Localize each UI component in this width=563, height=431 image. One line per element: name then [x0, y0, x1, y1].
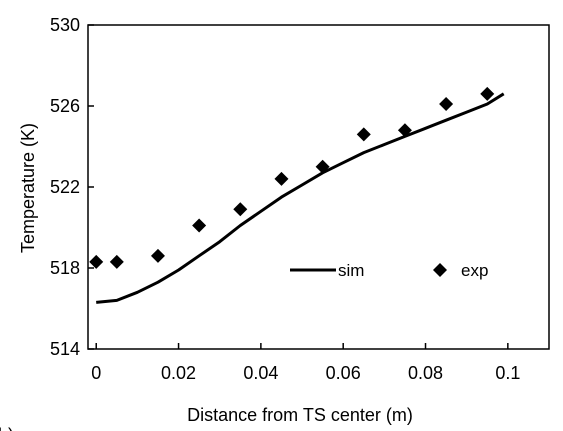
data-point-exp — [274, 172, 288, 186]
x-axis-title: Distance from TS center (m) — [187, 405, 413, 425]
y-axis-title: Temperature (K) — [18, 123, 38, 253]
legend-label-sim: sim — [338, 261, 364, 280]
y-tick-label: 526 — [50, 96, 80, 116]
data-point-exp — [233, 202, 247, 216]
y-tick-label: 518 — [50, 258, 80, 278]
x-tick-label: 0.06 — [326, 363, 361, 383]
legend-label-exp: exp — [461, 261, 488, 280]
axes: 514 518 522 526 530 0 0.02 0.04 0.06 0.08 0.1 — [50, 15, 549, 383]
legend-swatch-exp — [433, 263, 447, 277]
data-point-exp — [357, 127, 371, 141]
x-tick-label: 0.04 — [243, 363, 278, 383]
plot-frame — [88, 25, 549, 349]
data-point-exp — [151, 249, 165, 263]
x-tick-label: 0 — [91, 363, 101, 383]
y-tick-label: 522 — [50, 177, 80, 197]
data-point-exp — [480, 87, 494, 101]
x-tick-label: 0.1 — [495, 363, 520, 383]
data-point-exp — [110, 255, 124, 269]
y-tick-label: 514 — [50, 339, 80, 359]
data-point-exp — [439, 97, 453, 111]
y-tick-label: 530 — [50, 15, 80, 35]
data-point-exp — [89, 255, 103, 269]
panel-label: b) — [0, 425, 14, 431]
legend: sim exp — [290, 261, 488, 280]
data-point-exp — [192, 218, 206, 232]
x-tick-label: 0.08 — [408, 363, 443, 383]
x-tick-label: 0.02 — [161, 363, 196, 383]
